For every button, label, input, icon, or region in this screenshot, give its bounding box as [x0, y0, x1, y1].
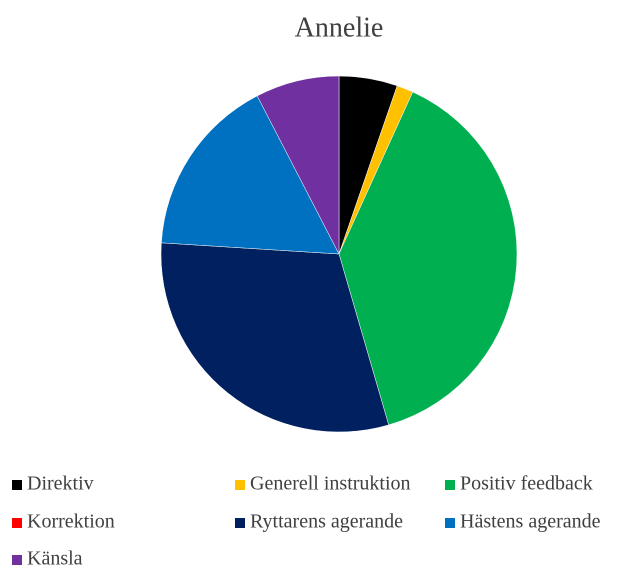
legend-label: Positiv feedback [460, 473, 593, 495]
pie-slice [256, 75, 340, 255]
legend-label: Direktiv [27, 473, 94, 495]
legend-swatch [12, 480, 22, 490]
legend-swatch [445, 480, 455, 490]
chart-title: Annelie [295, 12, 384, 43]
legend-swatch [12, 518, 22, 528]
pie-slice [160, 242, 389, 433]
pie-slice [161, 95, 340, 255]
legend-swatch [12, 555, 22, 565]
legend-swatch [235, 480, 245, 490]
legend-label: Korrektion [27, 511, 115, 533]
legend-swatch [235, 518, 245, 528]
legend-swatch [445, 518, 455, 528]
legend-label: Känsla [27, 548, 83, 570]
legend-label: Generell instruktion [250, 473, 411, 495]
pie-slice [338, 91, 518, 426]
legend-label: Hästens agerande [460, 511, 601, 533]
legend-label: Ryttarens agerande [250, 511, 403, 533]
